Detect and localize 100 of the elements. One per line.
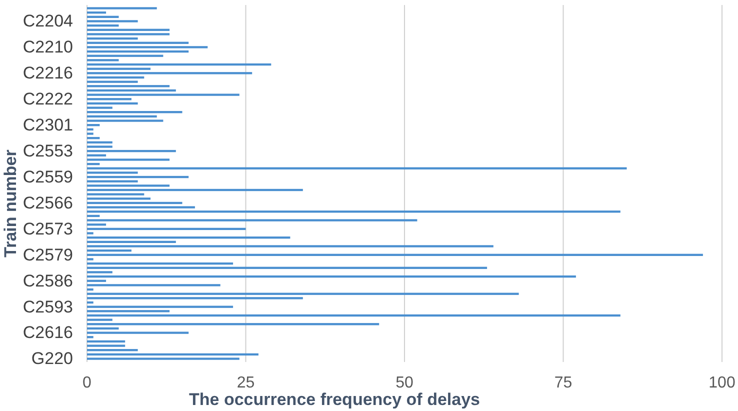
bar	[87, 54, 164, 57]
bar	[87, 254, 703, 256]
bar	[87, 85, 170, 88]
bar	[87, 353, 258, 356]
x-tick-label: 100	[708, 374, 736, 392]
bar	[87, 219, 418, 222]
bar	[87, 24, 119, 27]
bar	[87, 193, 144, 196]
bar	[87, 72, 252, 74]
bar	[87, 306, 234, 308]
bar	[87, 158, 170, 161]
bar	[87, 327, 119, 330]
bar	[87, 249, 132, 252]
bar	[87, 214, 100, 218]
bar	[87, 288, 94, 291]
bar	[87, 176, 189, 178]
bar	[87, 323, 380, 326]
bar	[87, 167, 627, 170]
bar	[87, 301, 94, 304]
bar	[87, 146, 112, 148]
bar	[87, 33, 170, 36]
bar	[87, 224, 106, 226]
bar	[87, 271, 112, 274]
bar	[87, 76, 144, 79]
bar	[87, 280, 106, 282]
bar	[87, 94, 240, 96]
y-tick-label: C2204	[22, 12, 73, 31]
bar	[87, 7, 157, 10]
y-tick-label: C2222	[22, 90, 73, 109]
bar	[87, 184, 170, 187]
bar	[87, 310, 170, 312]
bar	[87, 154, 106, 156]
bar	[87, 236, 290, 239]
bar	[87, 240, 176, 243]
bar	[87, 206, 195, 208]
bar	[87, 202, 182, 204]
bar	[87, 132, 94, 135]
bar	[87, 318, 112, 321]
x-tick-label: 50	[396, 374, 414, 392]
y-axis-title: Train number	[1, 149, 20, 258]
bar	[87, 80, 138, 83]
bar	[87, 128, 94, 130]
bar	[87, 28, 170, 31]
bar	[87, 232, 94, 234]
x-tick-label: 75	[554, 374, 572, 392]
y-tick-label: C2593	[22, 297, 73, 316]
bar	[87, 180, 138, 182]
y-tick-label: C2573	[22, 219, 73, 238]
bar	[87, 262, 234, 265]
bar	[87, 20, 138, 22]
bar	[87, 46, 208, 48]
bar	[87, 42, 189, 44]
bar	[87, 340, 126, 343]
y-tick-label: C2553	[22, 141, 73, 160]
bar	[87, 68, 150, 70]
y-tick-label: C2301	[22, 116, 73, 135]
y-tick-label: C2586	[22, 271, 73, 290]
bar	[87, 16, 119, 18]
x-tick-label: 25	[236, 374, 255, 392]
bar	[87, 349, 138, 352]
bar	[87, 106, 112, 109]
bar	[87, 314, 620, 317]
bar	[87, 228, 246, 230]
y-tick-label: C2616	[22, 323, 73, 342]
bar	[87, 344, 126, 347]
bar	[87, 98, 132, 100]
bar	[87, 124, 100, 126]
bar	[87, 266, 488, 269]
bar	[87, 284, 220, 286]
y-tick-label: C2559	[22, 167, 73, 186]
bar	[87, 297, 303, 300]
y-tick-label: G220	[31, 349, 73, 368]
x-axis-title: The occurrence frequency of delays	[189, 390, 480, 409]
bar	[87, 198, 150, 200]
bar	[87, 50, 189, 53]
bar	[87, 59, 119, 62]
bar	[87, 245, 494, 248]
bar	[87, 162, 100, 166]
y-tick-label: C2566	[22, 193, 73, 212]
bar	[87, 111, 182, 114]
bar	[87, 102, 138, 105]
bar	[87, 336, 94, 338]
x-tick-label: 0	[82, 374, 92, 392]
y-tick-label: C2216	[22, 64, 73, 83]
bar	[87, 136, 100, 140]
y-tick-label: C2579	[22, 245, 73, 264]
bar	[87, 258, 94, 260]
bar	[87, 292, 519, 295]
bar	[87, 89, 176, 92]
bar	[87, 332, 189, 334]
bar	[87, 358, 240, 360]
bar	[87, 275, 576, 278]
bar	[87, 172, 138, 174]
bar	[87, 210, 620, 213]
y-tick-label: C2210	[22, 38, 73, 57]
bar	[87, 150, 176, 152]
bar	[87, 63, 272, 66]
bar	[87, 120, 164, 122]
bar	[87, 11, 106, 14]
bar	[87, 141, 112, 144]
